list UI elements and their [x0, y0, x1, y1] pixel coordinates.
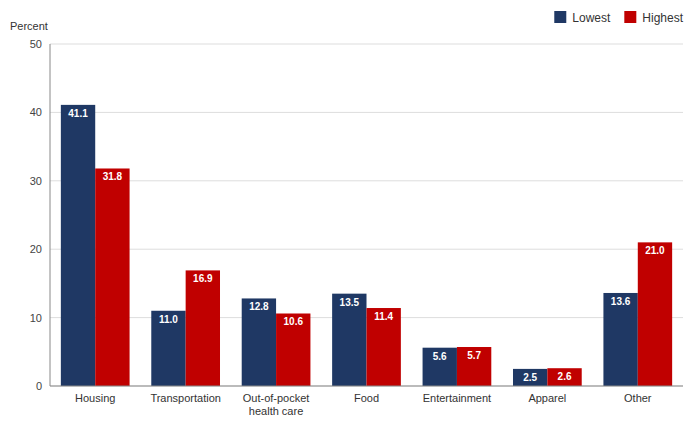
grid-line [50, 386, 683, 387]
grid [50, 44, 683, 386]
data-labels: 41.1 11.0 12.8 13.5 5.6 2.5 13.6 31.8 16.9 10.6 11… [68, 108, 665, 383]
x-tick-label: Other [624, 392, 652, 404]
data-label: 41.1 [68, 108, 88, 119]
grid-line [50, 180, 683, 181]
legend: Lowest Highest [554, 11, 683, 25]
bar [367, 308, 401, 386]
data-label: 13.6 [611, 296, 631, 307]
data-label: 11.4 [374, 311, 393, 322]
y-tick-label: 50 [30, 38, 42, 50]
y-tick-label: 40 [30, 106, 42, 118]
chart: 0 10 20 30 40 50 41.1 11.0 12.8 13.5 5.6 2.5 13.6 31.… [0, 0, 698, 438]
bars [61, 105, 672, 386]
data-label: 31.8 [103, 171, 123, 182]
x-tick-label-line: Out-of-pocket [243, 392, 310, 404]
legend-swatch [554, 11, 566, 23]
legend-swatch [624, 11, 636, 23]
bar [151, 311, 185, 386]
x-tick-label-line: Food [354, 392, 379, 404]
x-tick-label-line: Other [624, 392, 652, 404]
y-axis [50, 44, 51, 386]
x-tick-label-line: Transportation [150, 392, 221, 404]
bar [513, 369, 547, 386]
data-label: 21.0 [645, 245, 665, 256]
x-tick-label-line: Apparel [528, 392, 566, 404]
y-tick-label: 30 [30, 175, 42, 187]
y-tick-label: 0 [36, 380, 42, 392]
grid-line [50, 112, 683, 113]
bar [423, 348, 457, 386]
x-tick-label-line: Entertainment [423, 392, 491, 404]
bar [186, 270, 220, 386]
legend-label: Lowest [572, 11, 611, 25]
x-tick-label: Transportation [150, 392, 221, 404]
bar [547, 368, 581, 386]
bar [276, 313, 310, 386]
grid-line [50, 249, 683, 250]
x-tick-label: Housing [75, 392, 115, 404]
x-tick-label-line: Housing [75, 392, 115, 404]
y-tick-label: 20 [30, 243, 42, 255]
data-label: 2.5 [523, 372, 537, 383]
y-axis-label: Percent [10, 20, 48, 32]
bar [603, 293, 637, 386]
x-tick-label-line: health care [249, 405, 303, 417]
data-label: 2.6 [558, 371, 572, 382]
bar [242, 298, 276, 386]
data-label: 13.5 [340, 297, 360, 308]
data-label: 11.0 [159, 314, 178, 325]
x-tick-label: Entertainment [423, 392, 491, 404]
data-label: 5.7 [467, 350, 481, 361]
x-tick-label: Apparel [528, 392, 566, 404]
x-tick-label: Out-of-pockethealth care [243, 392, 310, 417]
bar [332, 294, 366, 386]
bar [61, 105, 95, 386]
x-axis [50, 386, 683, 387]
bar [457, 347, 491, 386]
bar [638, 242, 672, 386]
legend-label: Highest [642, 11, 683, 25]
bar [95, 168, 129, 386]
data-label: 5.6 [433, 351, 447, 362]
grid-line [50, 44, 683, 45]
x-tick-label: Food [354, 392, 379, 404]
data-label: 12.8 [249, 301, 269, 312]
y-tick-label: 10 [30, 312, 42, 324]
data-label: 10.6 [284, 316, 304, 327]
data-label: 16.9 [193, 273, 213, 284]
